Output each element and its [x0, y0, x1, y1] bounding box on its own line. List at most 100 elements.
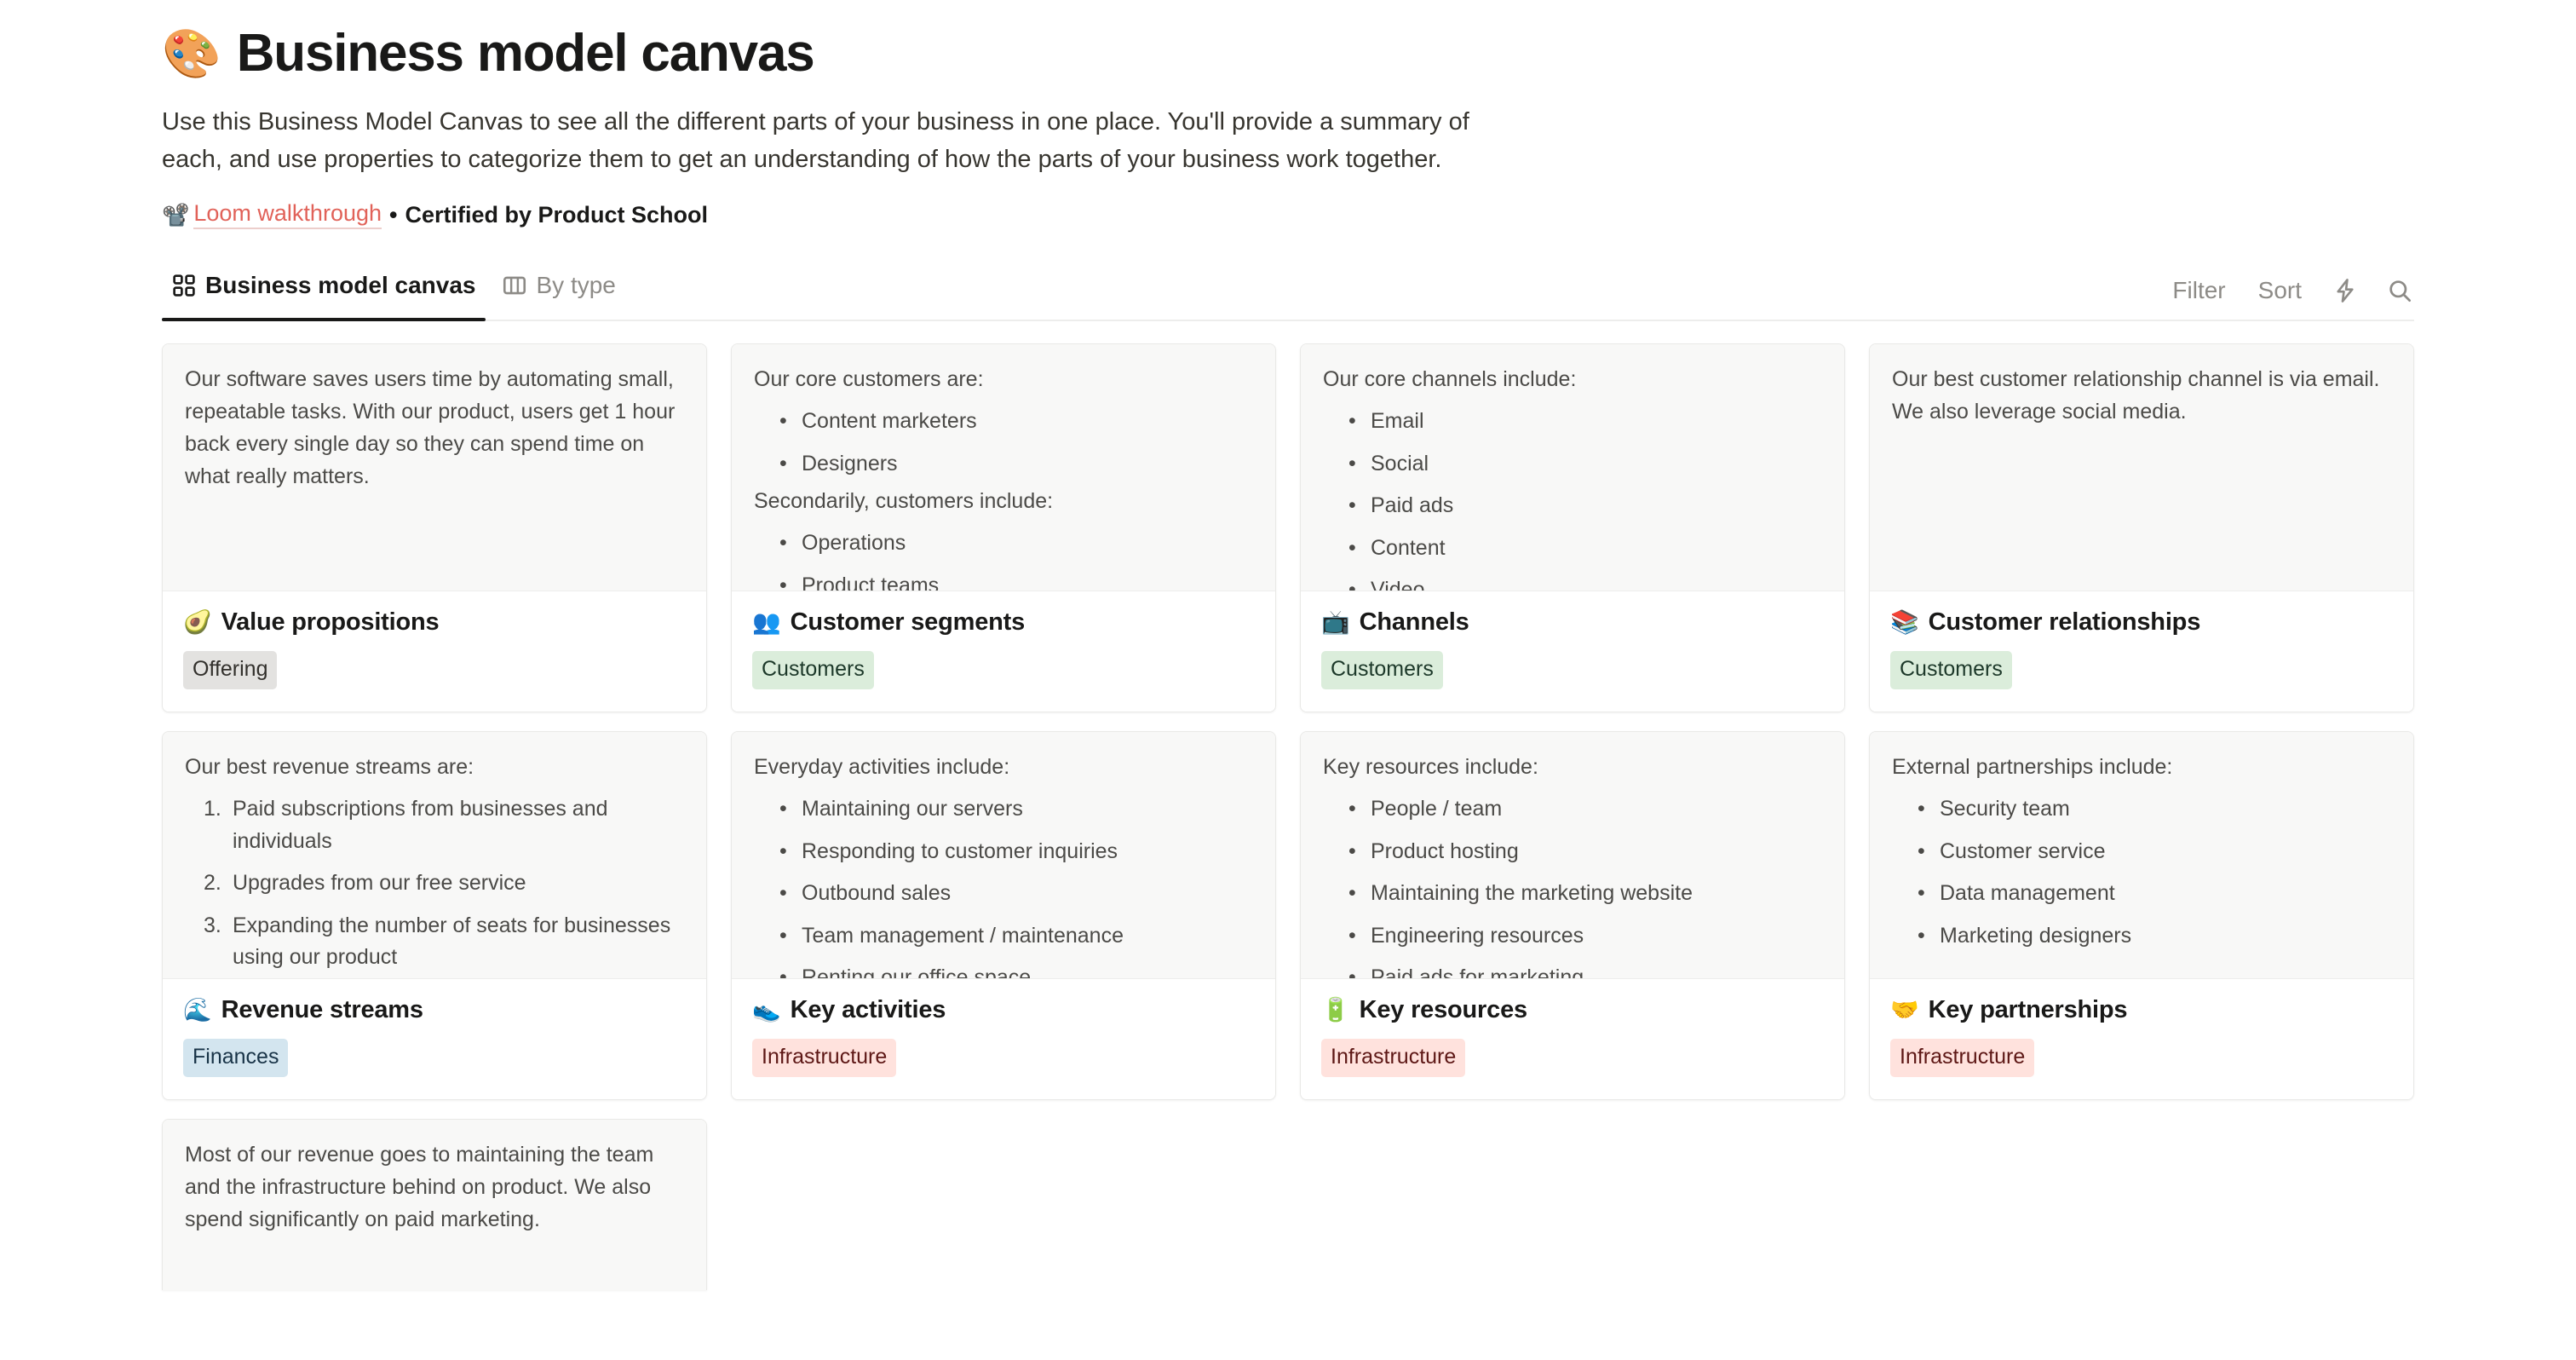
- preview-bulleted-list: OperationsProduct teams: [754, 522, 1253, 591]
- card-footer: 📺 Channels Customers: [1301, 591, 1844, 712]
- view-toolbar: Filter Sort: [2169, 275, 2414, 320]
- preview-paragraph: Our best customer relationship channel i…: [1892, 367, 2380, 424]
- card-title-row: 🔋 Key resources: [1321, 996, 1824, 1024]
- card-preview: Our best revenue streams are: Paid subscr…: [163, 732, 706, 980]
- search-icon[interactable]: [2385, 276, 2414, 305]
- card-title: Channels: [1359, 608, 1469, 637]
- card-tag[interactable]: Customers: [752, 651, 874, 690]
- card-title-row: 🌊 Revenue streams: [183, 996, 686, 1024]
- certified-by-label: Certified by Product School: [405, 201, 709, 228]
- credit-separator: •: [389, 201, 398, 228]
- preview-lead-text: Key resources include:: [1323, 755, 1538, 780]
- card-preview: Everyday activities include: Maintaining …: [732, 732, 1275, 980]
- running-shoe-icon: 👟: [752, 997, 781, 1023]
- preview-bulleted-list: Content marketersDesigners: [754, 401, 1253, 485]
- card-preview: External partnerships include: Security t…: [1870, 732, 2413, 980]
- canvas-card[interactable]: Everyday activities include: Maintaining …: [731, 731, 1276, 1101]
- card-tag[interactable]: Infrastructure: [752, 1039, 897, 1078]
- card-tag[interactable]: Finances: [183, 1039, 289, 1078]
- books-icon: 📚: [1890, 609, 1919, 636]
- preview-lead-text: Everyday activities include:: [754, 755, 1010, 780]
- card-tag[interactable]: Customers: [1321, 651, 1443, 690]
- preview-list-item: Maintaining our servers: [754, 788, 1253, 831]
- card-preview: Our best customer relationship channel i…: [1870, 344, 2413, 592]
- filter-button[interactable]: Filter: [2172, 277, 2226, 304]
- board-columns-icon: [503, 274, 526, 297]
- canvas-card[interactable]: Most of our revenue goes to maintaining …: [162, 1119, 707, 1291]
- preview-bulleted-list: Maintaining our serversResponding to cus…: [754, 788, 1253, 978]
- preview-list-item: Operations: [754, 522, 1253, 565]
- page-title[interactable]: Business model canvas: [236, 24, 815, 83]
- card-preview: Most of our revenue goes to maintaining …: [163, 1120, 706, 1291]
- card-tag[interactable]: Offering: [183, 651, 278, 690]
- preview-list-item: Content marketers: [754, 401, 1253, 443]
- preview-list-item: Paid subscriptions from businesses and i…: [185, 788, 684, 862]
- preview-numbered-list: Paid subscriptions from businesses and i…: [185, 788, 684, 978]
- lightning-bolt-icon[interactable]: [2331, 276, 2360, 305]
- card-tag[interactable]: Infrastructure: [1890, 1039, 2035, 1078]
- preview-list-item: Product hosting: [1323, 831, 1822, 873]
- card-preview: Key resources include: People / teamProdu…: [1301, 732, 1844, 980]
- tab-label: Business model canvas: [205, 272, 476, 299]
- preview-list-item: Paid ads: [1323, 485, 1822, 527]
- preview-list-item: Social: [1323, 443, 1822, 486]
- preview-bulleted-list: People / teamProduct hostingMaintaining …: [1323, 788, 1822, 978]
- preview-paragraph: Our software saves users time by automat…: [185, 367, 676, 489]
- battery-icon: 🔋: [1321, 997, 1350, 1023]
- card-footer: 🌊 Revenue streams Finances: [163, 979, 706, 1100]
- preview-list-item: Security team: [1892, 788, 2391, 831]
- preview-lead-text: External partnerships include:: [1892, 755, 2173, 780]
- card-preview: Our core channels include: EmailSocialPai…: [1301, 344, 1844, 592]
- canvas-card[interactable]: External partnerships include: Security t…: [1869, 731, 2414, 1101]
- preview-list-item: Product teams: [754, 565, 1253, 591]
- card-title-row: 👟 Key activities: [752, 996, 1255, 1024]
- card-title-row: 📺 Channels: [1321, 608, 1824, 637]
- card-footer: 📚 Customer relationships Customers: [1870, 591, 2413, 712]
- tab-business-model-canvas[interactable]: Business model canvas: [162, 263, 486, 322]
- preview-list-item: Renting our office space: [754, 957, 1253, 978]
- canvas-card[interactable]: Our best customer relationship channel i…: [1869, 343, 2414, 713]
- card-title-row: 📚 Customer relationships: [1890, 608, 2393, 637]
- canvas-card[interactable]: Our software saves users time by automat…: [162, 343, 707, 713]
- card-tag[interactable]: Infrastructure: [1321, 1039, 1466, 1078]
- card-tag[interactable]: Customers: [1890, 651, 2012, 690]
- preview-list-item: People / team: [1323, 788, 1822, 831]
- tab-by-type[interactable]: By type: [492, 263, 625, 320]
- preview-list-item: Upgrades from our free service: [185, 862, 684, 905]
- canvas-card[interactable]: Our best revenue streams are: Paid subscr…: [162, 731, 707, 1101]
- film-projector-icon: 📽️: [162, 202, 190, 228]
- gallery-grid-icon: [172, 274, 196, 297]
- busts-in-silhouette-icon: 👥: [752, 609, 781, 636]
- preview-lead-text: Our core customers are:: [754, 367, 984, 392]
- canvas-card[interactable]: Our core channels include: EmailSocialPai…: [1300, 343, 1845, 713]
- view-tabs: Business model canvas By type: [162, 263, 626, 322]
- handshake-icon: 🤝: [1890, 997, 1919, 1023]
- loom-walkthrough-link[interactable]: Loom walkthrough: [193, 200, 382, 230]
- preview-list-item: Content: [1323, 527, 1822, 570]
- card-grid: Our software saves users time by automat…: [162, 321, 2414, 1291]
- canvas-card[interactable]: Key resources include: People / teamProdu…: [1300, 731, 1845, 1101]
- preview-list-item: Video: [1323, 569, 1822, 591]
- credit-row: 📽️ Loom walkthrough • Certified by Produ…: [162, 200, 2414, 230]
- page-header: 🎨 Business model canvas Use this Busines…: [162, 0, 2414, 230]
- view-tabbar: Business model canvas By type Filter Sor…: [162, 263, 2414, 322]
- preview-list-item: Data management: [1892, 873, 2391, 915]
- preview-bulleted-list: Security teamCustomer serviceData manage…: [1892, 788, 2391, 957]
- card-title: Key resources: [1359, 996, 1528, 1024]
- avocado-icon: 🥑: [183, 609, 212, 636]
- tab-label: By type: [536, 272, 616, 299]
- preview-list-item: Responding to customer inquiries: [754, 831, 1253, 873]
- preview-lead-text: Our best revenue streams are:: [185, 755, 474, 780]
- card-title-row: 🤝 Key partnerships: [1890, 996, 2393, 1024]
- preview-bulleted-list: EmailSocialPaid adsContentVideo: [1323, 401, 1822, 591]
- television-icon: 📺: [1321, 609, 1350, 636]
- title-row: 🎨 Business model canvas: [162, 26, 2414, 81]
- card-title: Customer relationships: [1928, 608, 2201, 637]
- canvas-card[interactable]: Our core customers are: Content marketers…: [731, 343, 1276, 713]
- preview-list-item: Paid ads for marketing: [1323, 957, 1822, 978]
- sort-button[interactable]: Sort: [2257, 277, 2302, 304]
- preview-lead-text: Secondarily, customers include:: [754, 489, 1054, 514]
- preview-list-item: Maintaining the marketing website: [1323, 873, 1822, 915]
- card-title-row: 🥑 Value propositions: [183, 608, 686, 637]
